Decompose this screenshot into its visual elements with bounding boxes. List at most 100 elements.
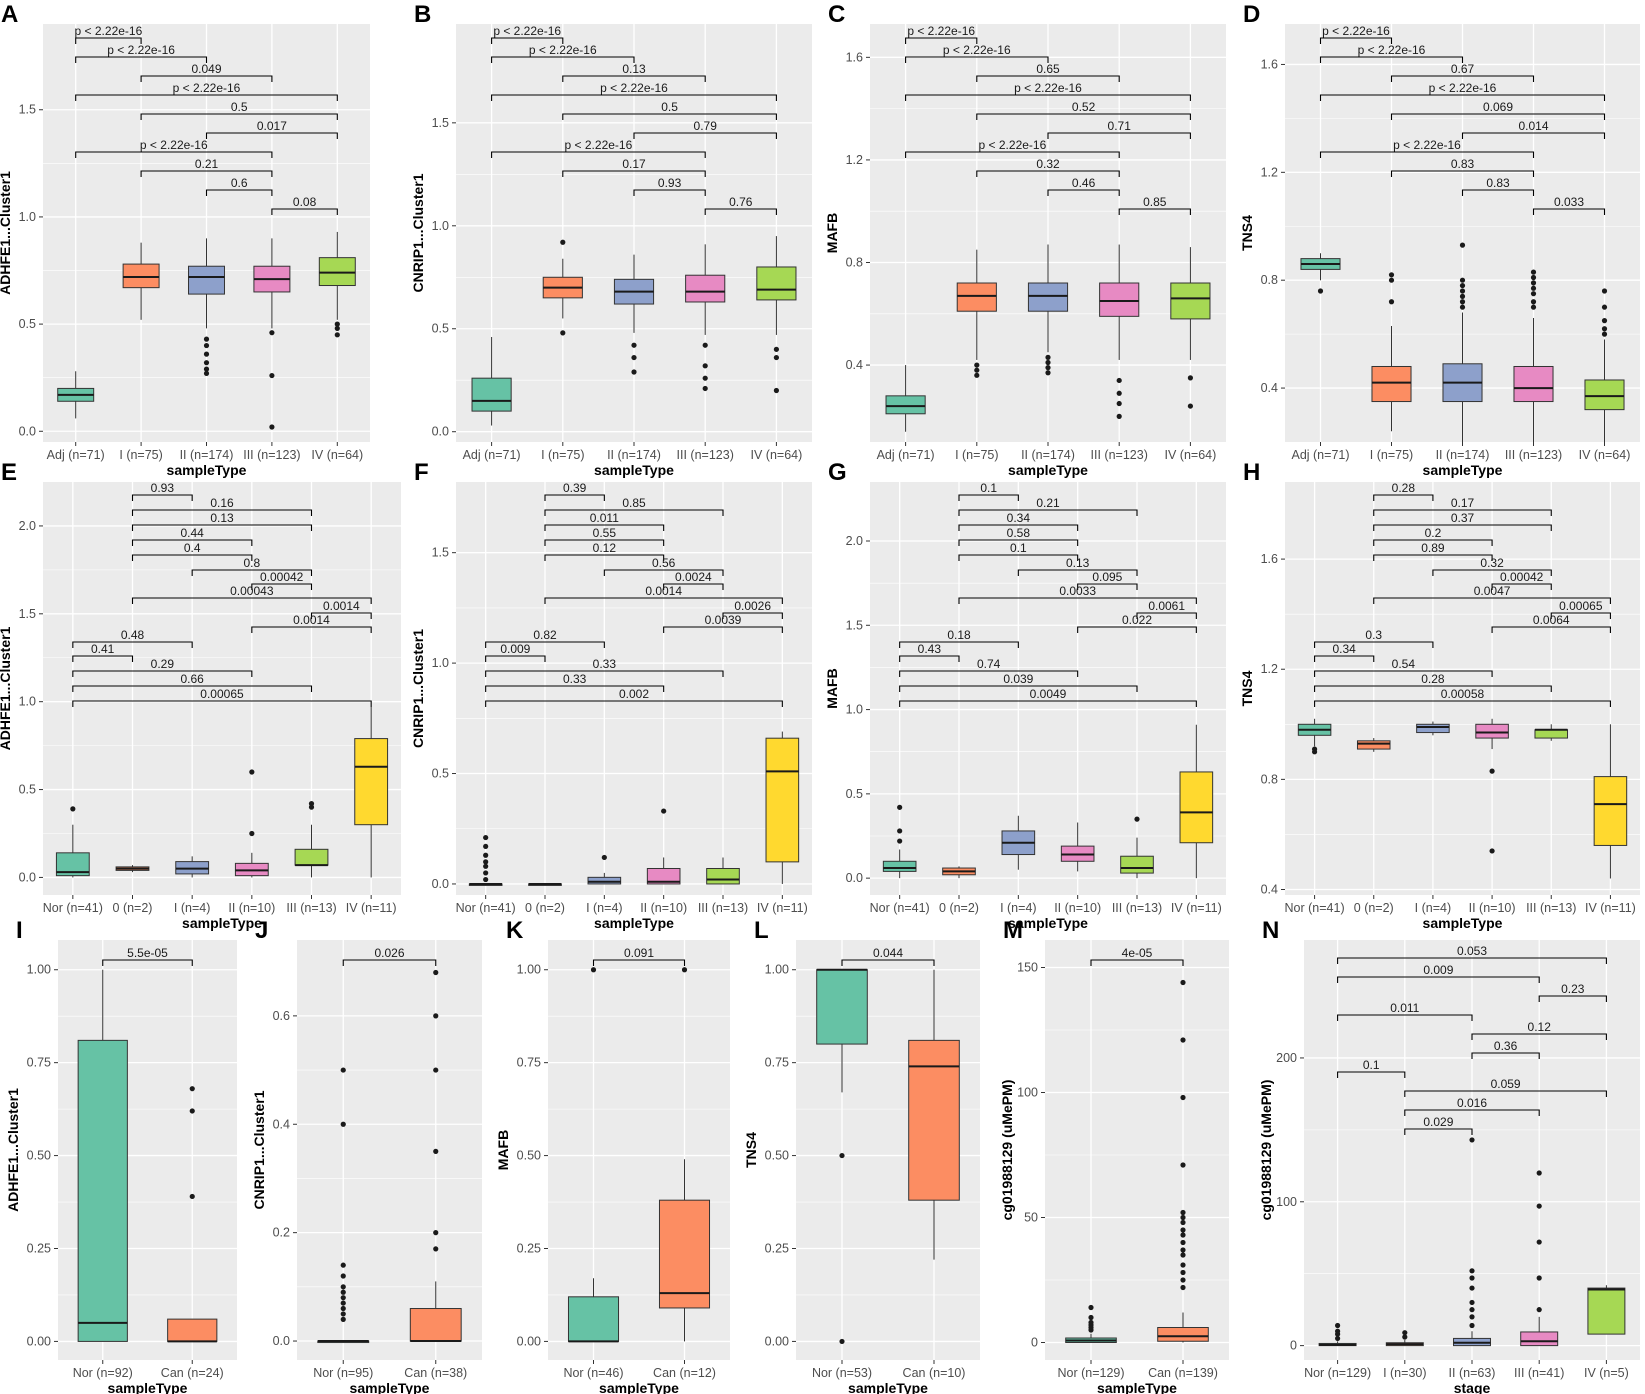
box-5 [1170,247,1211,409]
outlier-point [1116,400,1122,407]
x-axis-title: sampleType [1423,462,1503,478]
outlier-point [897,828,903,834]
outlier-point [1459,304,1466,310]
x-tick-label: III (n=13) [1112,901,1162,915]
iqr-box [55,852,90,877]
p-value-label: 0.0033 [1059,584,1096,598]
x-tick-label: Nor (n=46) [563,1366,623,1380]
panel-c: 0.4 0.8 1.2 1.6 Adj (n=71) I (n=75) II (n=174)… [824,1,1226,478]
bracket-line [976,75,1120,82]
outlier-point [189,1086,195,1092]
bracket-line [251,583,313,590]
outlier-point [897,804,903,810]
outlier-point [974,367,980,373]
p-value-label: 0.23 [1561,982,1585,996]
p-value-label: 0.1 [1010,541,1027,555]
bracket-line [1337,957,1607,964]
y-tick-label: 100 [1276,1195,1297,1209]
panel-letter: A [1,1,18,28]
bracket-line [205,132,338,139]
y-tick-label: 0.0 [846,871,863,885]
box-1 [1065,1304,1117,1343]
bracket-line [1538,995,1607,1002]
p-value-label: 0.85 [622,496,646,510]
bracket-line [310,612,372,619]
comparison-bracket: 0.0047 [1373,584,1611,604]
iqr-box [1170,282,1211,320]
p-value-label: 0.33 [563,672,587,686]
p-value-label: 0.5 [231,100,248,114]
box-2 [409,969,462,1343]
panel-k: 0.00 0.25 0.50 0.75 1.00 Nor (n=46) Can (n=12)… [495,917,730,1394]
x-tick-label: III (n=123) [1091,448,1148,462]
panel-letter: I [16,917,23,944]
outlier-point [1530,299,1537,305]
outlier-point [702,342,708,348]
bracket-line [1471,1033,1607,1040]
bracket-line [905,151,1120,158]
bracket-line [131,539,253,546]
x-tick-label: Can (n=24) [161,1366,224,1380]
bracket-line [1491,626,1611,633]
p-value-label: 0.8 [243,556,260,570]
p-value-label: 0.21 [195,157,219,171]
outlier-point [1045,365,1051,371]
bracket-line [1314,655,1375,662]
y-axis-title: ADHFE1...Cluster1 [0,626,13,750]
x-tick-label: Adj (n=71) [877,448,935,462]
iqr-box [1475,723,1509,739]
bracket-line [544,494,605,501]
comparison-bracket: 0.34 [958,511,1079,531]
plot-background [297,940,482,1360]
bracket-line [592,959,686,966]
y-tick-label: 0.5 [19,783,36,797]
outlier-point [839,1152,845,1159]
comparison-bracket: 0.08 [271,195,338,215]
box-5 [294,801,329,878]
y-tick-label: 1.0 [432,219,449,233]
comparison-bracket: p < 2.22e-16 [491,138,706,158]
p-value-label: p < 2.22e-16 [529,43,597,57]
outlier-point [340,1295,346,1301]
p-value-label: 0.053 [1457,944,1487,958]
bracket-line [72,685,313,692]
comparison-bracket: p < 2.22e-16 [491,24,564,44]
outlier-point [249,769,255,775]
p-value-label: p < 2.22e-16 [600,81,668,95]
comparison-bracket: 0.93 [633,176,706,196]
comparison-bracket: 0.67 [1390,62,1535,82]
iqr-box [816,969,868,1045]
bracket-line [1491,583,1552,590]
outlier-point [483,870,489,876]
x-tick-label: Nor (n=41) [870,901,930,915]
panel-f: 0.0 0.5 1.0 1.5 Nor (n=41) 0 (n=2) I (n=4) II (… [410,459,812,931]
iqr-box [1534,729,1569,739]
comparison-bracket: 0.16 [131,496,313,516]
comparison-bracket: 0.12 [1471,1020,1607,1040]
x-tick-label: II (n=174) [607,448,661,462]
iqr-box [765,737,800,863]
comparison-bracket: 0.00065 [1550,599,1611,619]
box-1 [567,967,620,1343]
comparison-bracket: p < 2.22e-16 [491,81,777,101]
outlier-point [1180,1252,1186,1258]
y-axis-title: cg01988129 (uMePM) [1258,1080,1274,1221]
y-tick-label: 0.8 [1261,772,1278,786]
bracket-line [491,37,564,44]
comparison-bracket: 0.13 [562,62,706,82]
bracket-line [491,151,706,158]
bracket-line [544,524,665,531]
outlier-point [1180,1239,1186,1246]
p-value-label: 0.017 [257,119,287,133]
box-3 [1027,244,1069,376]
p-value-label: p < 2.22e-16 [1393,138,1461,152]
iqr-box [409,1308,462,1342]
box-1 [816,968,868,1345]
bracket-line [1373,524,1552,531]
outlier-point [1601,331,1608,337]
x-tick-label: I (n=30) [1383,1366,1426,1380]
comparison-bracket: 0.34 [1314,642,1375,662]
y-tick-label: 100 [1017,1086,1038,1100]
x-tick-label: II (n=10) [1469,901,1516,915]
outlier-point [483,843,489,850]
